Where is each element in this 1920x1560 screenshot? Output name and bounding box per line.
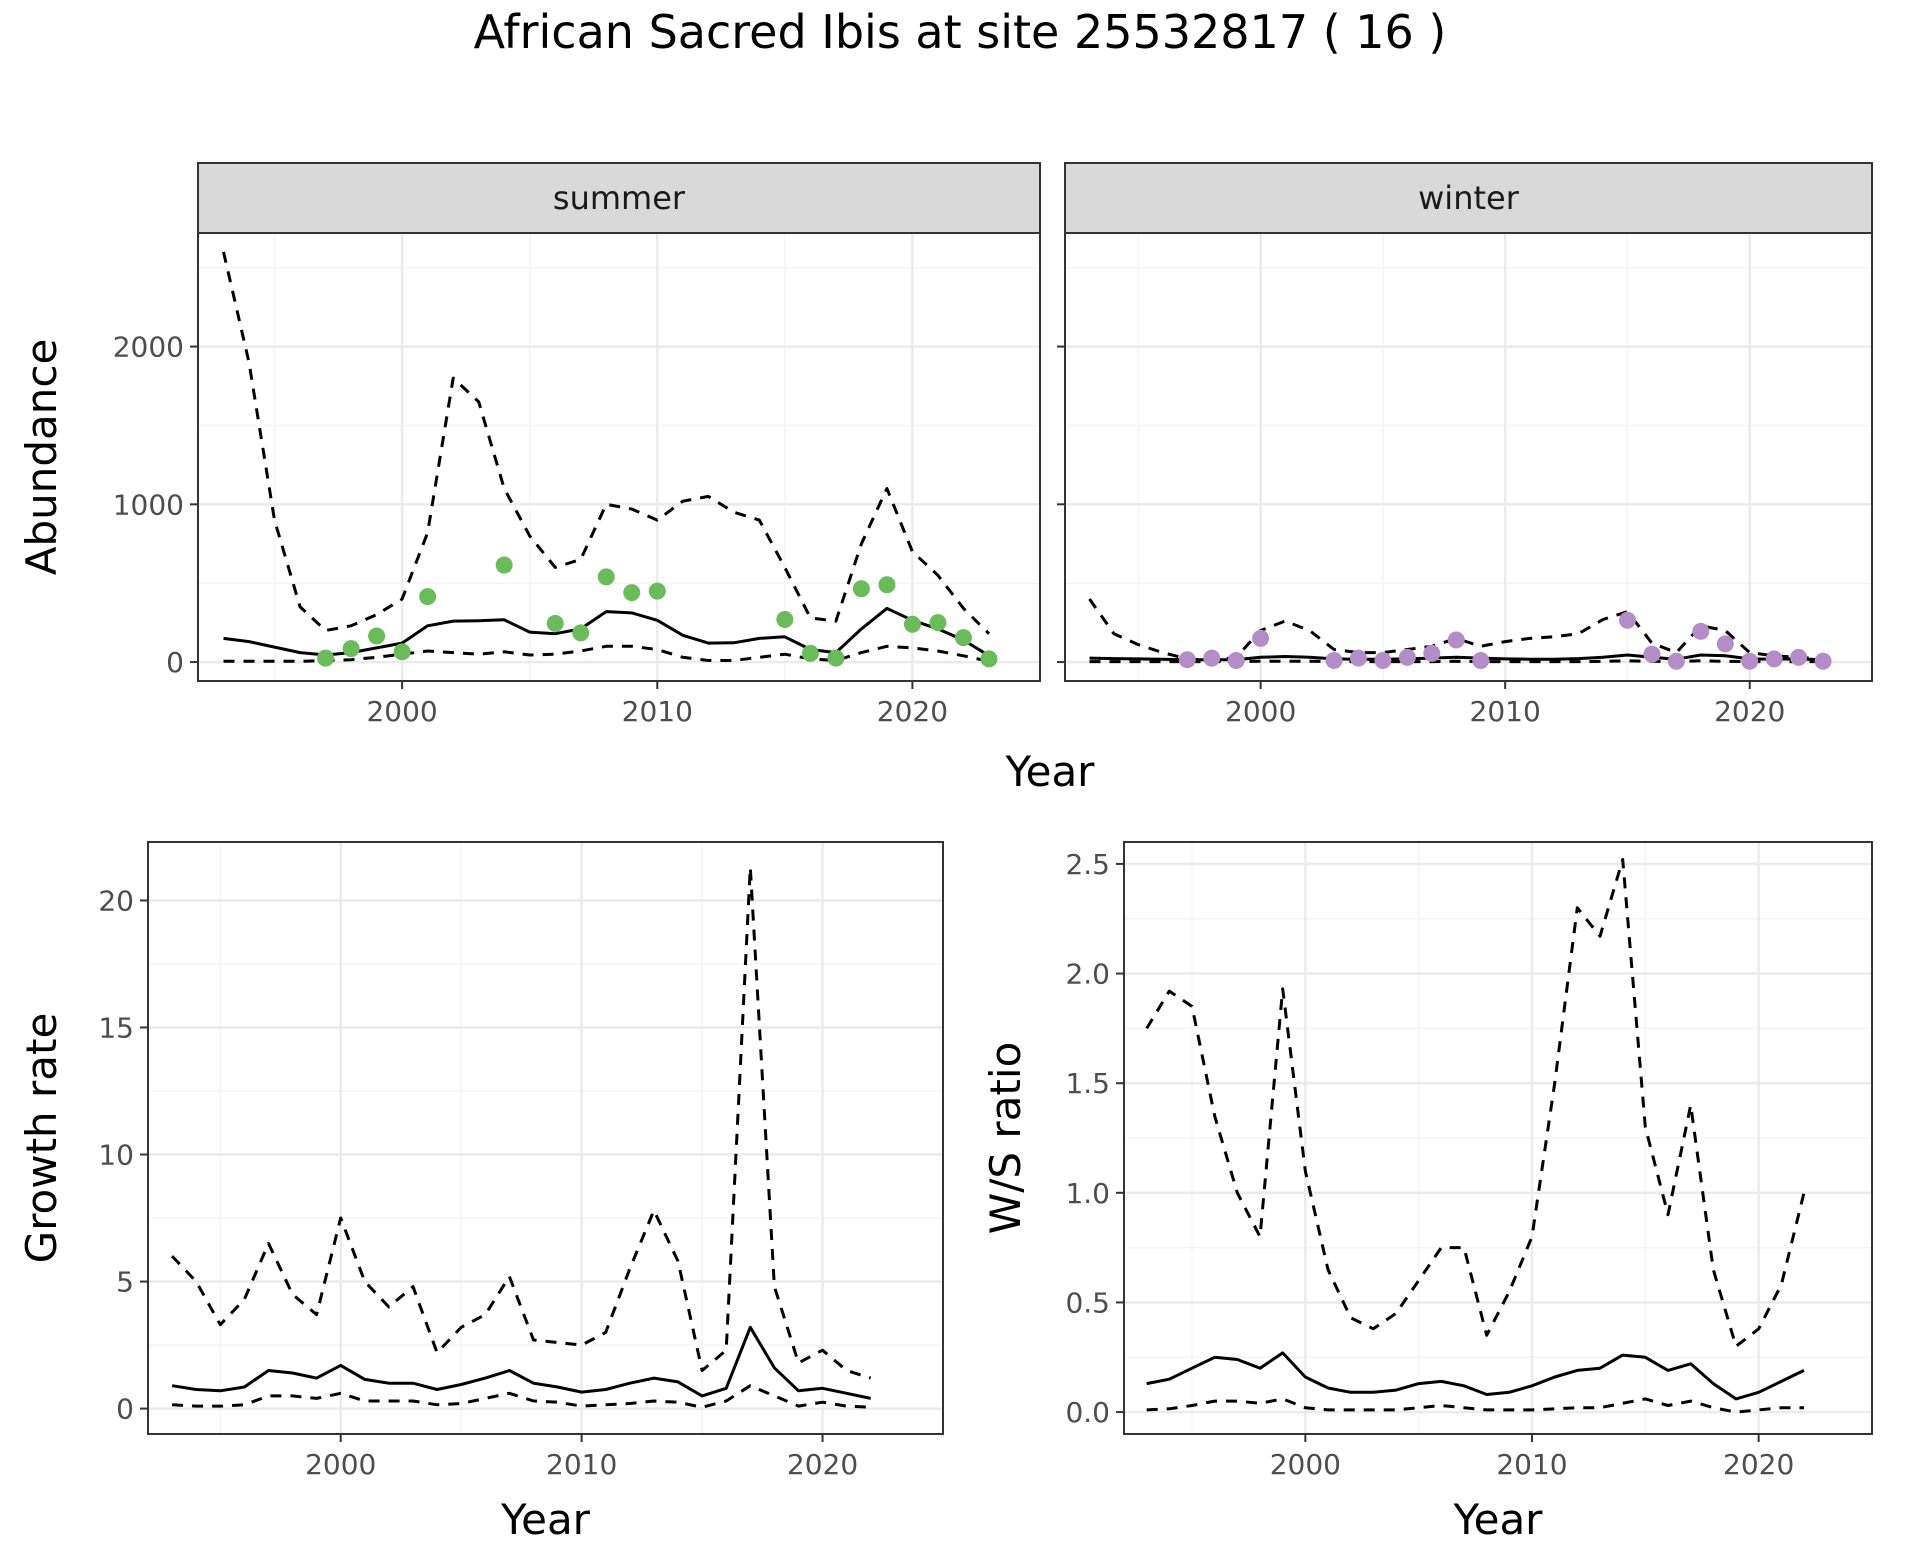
y-tick-label: 10: [98, 1139, 134, 1172]
data-point-winter: [1398, 648, 1416, 666]
y-tick-label: 0: [116, 1393, 134, 1426]
x-tick-label: 2020: [1714, 695, 1785, 728]
series-line-lower: [1089, 659, 1824, 664]
series-line-lower: [1146, 1397, 1804, 1414]
x-tick-label: 2010: [546, 1448, 617, 1481]
x-axis-title: Year: [1005, 747, 1096, 796]
data-point-summer: [342, 640, 360, 658]
panel-ws-ratio: 2000 2010 2020 0.0 0.5 1.0 1.5 2.0 2.5 Year W/S ra…: [981, 841, 1873, 1544]
data-point-summer: [623, 584, 641, 602]
x-tick-label: 2000: [305, 1448, 376, 1481]
data-point-summer: [827, 649, 845, 667]
data-point-winter: [1618, 611, 1636, 629]
data-point-summer: [648, 582, 666, 600]
data-point-winter: [1692, 622, 1710, 640]
data-point-winter: [1472, 651, 1490, 669]
data-point-winter: [1374, 651, 1392, 669]
series-line-estimate: [1146, 1351, 1805, 1401]
data-point-winter: [1667, 652, 1685, 670]
x-tick-label: 2010: [1470, 695, 1541, 728]
data-point-summer: [393, 643, 411, 661]
x-tick-label: 2020: [787, 1448, 858, 1481]
y-axis-title: Abundance: [17, 339, 66, 576]
data-point-winter: [1790, 648, 1808, 666]
x-tick-label: 2010: [622, 695, 693, 728]
data-point-summer: [852, 580, 870, 598]
data-point-summer: [368, 627, 386, 645]
series-line-upper: [222, 251, 991, 635]
y-tick-label: 5: [116, 1266, 134, 1299]
y-tick-label: 1000: [113, 488, 184, 521]
y-tick-label: 1.5: [1065, 1067, 1110, 1100]
x-tick-label: 2020: [877, 695, 948, 728]
data-point-winter: [1716, 635, 1734, 653]
x-axis-title: Year: [500, 1495, 591, 1544]
y-tick-label: 2.5: [1065, 848, 1110, 881]
data-point-winter: [1178, 651, 1196, 669]
data-point-winter: [1447, 631, 1465, 649]
data-point-winter: [1203, 649, 1221, 667]
data-point-summer: [419, 588, 437, 606]
panel-abundance-winter: winter 2000 2010 2020: [1057, 162, 1873, 728]
panel-border: [197, 232, 1041, 682]
data-point-summer: [801, 644, 819, 662]
y-tick-label: 0.5: [1065, 1286, 1110, 1319]
data-point-summer: [929, 614, 947, 632]
data-point-winter: [1643, 645, 1661, 663]
y-tick-label: 2.0: [1065, 958, 1110, 991]
x-tick-label: 2000: [1270, 1448, 1341, 1481]
data-point-summer: [903, 615, 921, 633]
y-tick-label: 0.0: [1065, 1396, 1110, 1429]
data-point-summer: [776, 610, 794, 628]
x-tick-label: 2020: [1723, 1448, 1794, 1481]
data-point-summer: [980, 650, 998, 668]
chart-title: African Sacred Ibis at site 25532817 ( 1…: [474, 5, 1447, 59]
y-tick-label: 20: [98, 884, 134, 917]
data-point-summer: [546, 614, 564, 632]
data-point-winter: [1252, 629, 1270, 647]
data-point-winter: [1227, 651, 1245, 669]
facet-strip-label-summer: summer: [553, 179, 686, 217]
y-axis-title: Growth rate: [17, 1013, 66, 1264]
data-point-summer: [572, 624, 590, 642]
series-line-estimate: [171, 1325, 872, 1400]
facet-strip-summer: [197, 162, 1041, 234]
panel-border: [147, 841, 944, 1435]
data-point-winter: [1814, 652, 1832, 670]
y-tick-label: 1.0: [1065, 1177, 1110, 1210]
panel-abundance-summer: summer 2000 2010 2020 0 1000 2000 Year Abundance: [17, 162, 1096, 796]
series-line-upper: [1145, 858, 1806, 1348]
data-point-winter: [1765, 650, 1783, 668]
data-point-summer: [317, 649, 335, 667]
x-axis-title: Year: [1453, 1495, 1544, 1544]
data-point-winter: [1423, 644, 1441, 662]
data-point-summer: [954, 629, 972, 647]
data-point-winter: [1741, 652, 1759, 670]
facet-strip-winter: [1064, 162, 1873, 234]
data-point-summer: [878, 576, 896, 594]
y-tick-label: 2000: [113, 331, 184, 364]
data-point-summer: [597, 568, 615, 586]
panel-growth-rate: 2000 2010 2020 0 5 10 15 20 Year Growth rate: [17, 841, 944, 1544]
x-tick-label: 2010: [1496, 1448, 1567, 1481]
y-tick-label: 0: [166, 646, 184, 679]
x-tick-label: 2000: [366, 695, 437, 728]
data-point-winter: [1325, 651, 1343, 669]
panel-border: [1123, 841, 1873, 1435]
data-point-winter: [1349, 649, 1367, 667]
series-line-upper: [171, 865, 872, 1380]
data-point-summer: [495, 556, 513, 574]
facet-strip-label-winter: winter: [1418, 179, 1520, 217]
y-axis-title: W/S ratio: [981, 1042, 1030, 1235]
panel-border: [1064, 232, 1873, 682]
series-line-lower: [223, 644, 990, 663]
x-tick-label: 2000: [1225, 695, 1296, 728]
y-tick-label: 15: [98, 1011, 134, 1044]
